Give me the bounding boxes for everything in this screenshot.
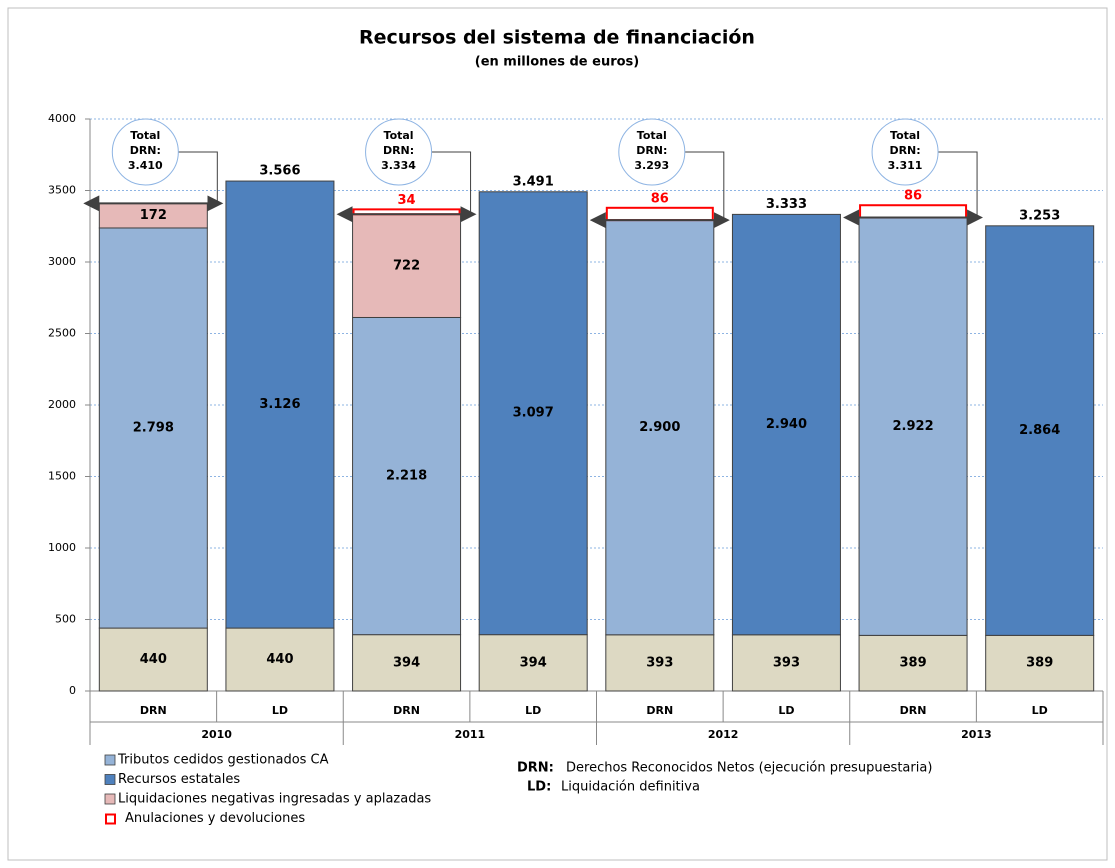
data-label: 86 (651, 191, 669, 206)
data-label: 722 (393, 258, 420, 273)
note-text: Derechos Reconocidos Netos (ejecución pr… (566, 761, 932, 776)
data-label: 34 (398, 193, 416, 208)
bar-segment (478, 634, 588, 692)
data-label: 3.097 (513, 406, 554, 421)
total-label: 3.566 (259, 164, 300, 179)
callout (618, 118, 686, 186)
callout-connector (683, 151, 725, 221)
y-tick-label: 2500 (48, 327, 76, 340)
bar-segment (352, 213, 462, 318)
y-tick-label: 0 (69, 684, 76, 697)
y-tick-label: 2000 (48, 398, 76, 411)
callout-label: DRN: (383, 144, 414, 157)
callout-value: 3.334 (381, 159, 416, 172)
chart-subtitle: (en millones de euros) (475, 55, 639, 70)
y-tick-label: 4000 (48, 112, 76, 125)
data-label: 393 (646, 655, 673, 670)
note-key: LD: (527, 780, 551, 795)
data-label: 2.798 (133, 421, 174, 436)
callout-label: Total (130, 129, 160, 142)
total-label: 3.491 (513, 174, 554, 189)
callout-label: DRN: (130, 144, 161, 157)
data-label: 389 (899, 656, 926, 671)
x-tick-label: DRN (393, 704, 420, 717)
callout-connector (937, 151, 978, 218)
y-tick-label: 1000 (48, 541, 76, 554)
data-label: 2.864 (1019, 423, 1060, 438)
data-label: 394 (393, 655, 420, 670)
callout-connector (430, 151, 472, 215)
legend-label: Liquidaciones negativas ingresadas y apl… (118, 792, 431, 807)
data-label: 440 (266, 652, 293, 667)
data-label: 2.900 (639, 420, 680, 435)
x-tick-label: LD (778, 704, 794, 717)
bar-segment (859, 204, 968, 219)
legend-label: Tributos cedidos gestionados CA (117, 753, 329, 768)
note-text: Liquidación definitiva (561, 780, 700, 795)
legend-swatch (104, 774, 116, 785)
bar-segment (478, 191, 588, 636)
callout-value: 3.410 (128, 159, 163, 172)
legend-swatch (104, 793, 116, 805)
callout-label: Total (890, 129, 920, 142)
bar-segment (98, 627, 208, 692)
chart-title: Recursos del sistema de financiación (359, 27, 755, 49)
callout (871, 118, 939, 186)
bar-segment (858, 217, 968, 636)
bar-segment (352, 316, 462, 636)
data-label: 3.126 (259, 397, 300, 412)
callout-label: Total (637, 129, 667, 142)
bar-segment (225, 180, 335, 629)
x-tick-label: DRN (140, 704, 167, 717)
data-label: 86 (904, 189, 922, 204)
bar-segment (225, 627, 335, 692)
data-label: 2.218 (386, 469, 427, 484)
group-label: 2012 (708, 728, 739, 741)
y-tick-label: 3500 (48, 184, 76, 197)
x-tick-label: DRN (646, 704, 673, 717)
callout-connector (177, 151, 218, 204)
callout (365, 118, 433, 186)
data-label: 2.940 (766, 417, 807, 432)
data-label: 394 (520, 655, 547, 670)
y-tick-label: 3000 (48, 255, 76, 268)
data-label: 172 (140, 208, 167, 223)
data-label: 2.922 (893, 419, 934, 434)
callout (111, 118, 179, 186)
bar-segment (605, 219, 715, 636)
bar-segment (985, 634, 1095, 692)
data-label: 393 (773, 655, 800, 670)
group-label: 2011 (455, 728, 486, 741)
bar-segment (605, 634, 715, 692)
total-label: 3.253 (1019, 208, 1060, 223)
data-label: 389 (1026, 656, 1053, 671)
callout-label: Total (384, 129, 414, 142)
legend-swatch (105, 813, 116, 825)
callout-label: DRN: (889, 144, 920, 157)
group-label: 2013 (961, 728, 992, 741)
x-tick-label: LD (1032, 704, 1048, 717)
legend-label: Anulaciones y devoluciones (125, 811, 305, 826)
y-tick-label: 1500 (48, 470, 76, 483)
bar-segment (731, 213, 841, 636)
bar-segment (731, 634, 841, 692)
note-key: DRN: (517, 761, 554, 776)
total-label: 3.333 (766, 197, 807, 212)
bar-segment (605, 206, 714, 222)
legend-swatch (104, 754, 116, 766)
callout-value: 3.293 (634, 159, 669, 172)
bar-segment (858, 634, 968, 692)
group-label: 2010 (201, 728, 232, 741)
bar-segment (985, 225, 1095, 636)
x-tick-label: LD (525, 704, 541, 717)
callout-value: 3.311 (888, 159, 923, 172)
x-tick-label: DRN (900, 704, 927, 717)
y-tick-label: 500 (55, 613, 76, 626)
x-tick-label: LD (272, 704, 288, 717)
callout-label: DRN: (636, 144, 667, 157)
legend-label: Recursos estatales (118, 772, 240, 787)
data-label: 440 (140, 652, 167, 667)
